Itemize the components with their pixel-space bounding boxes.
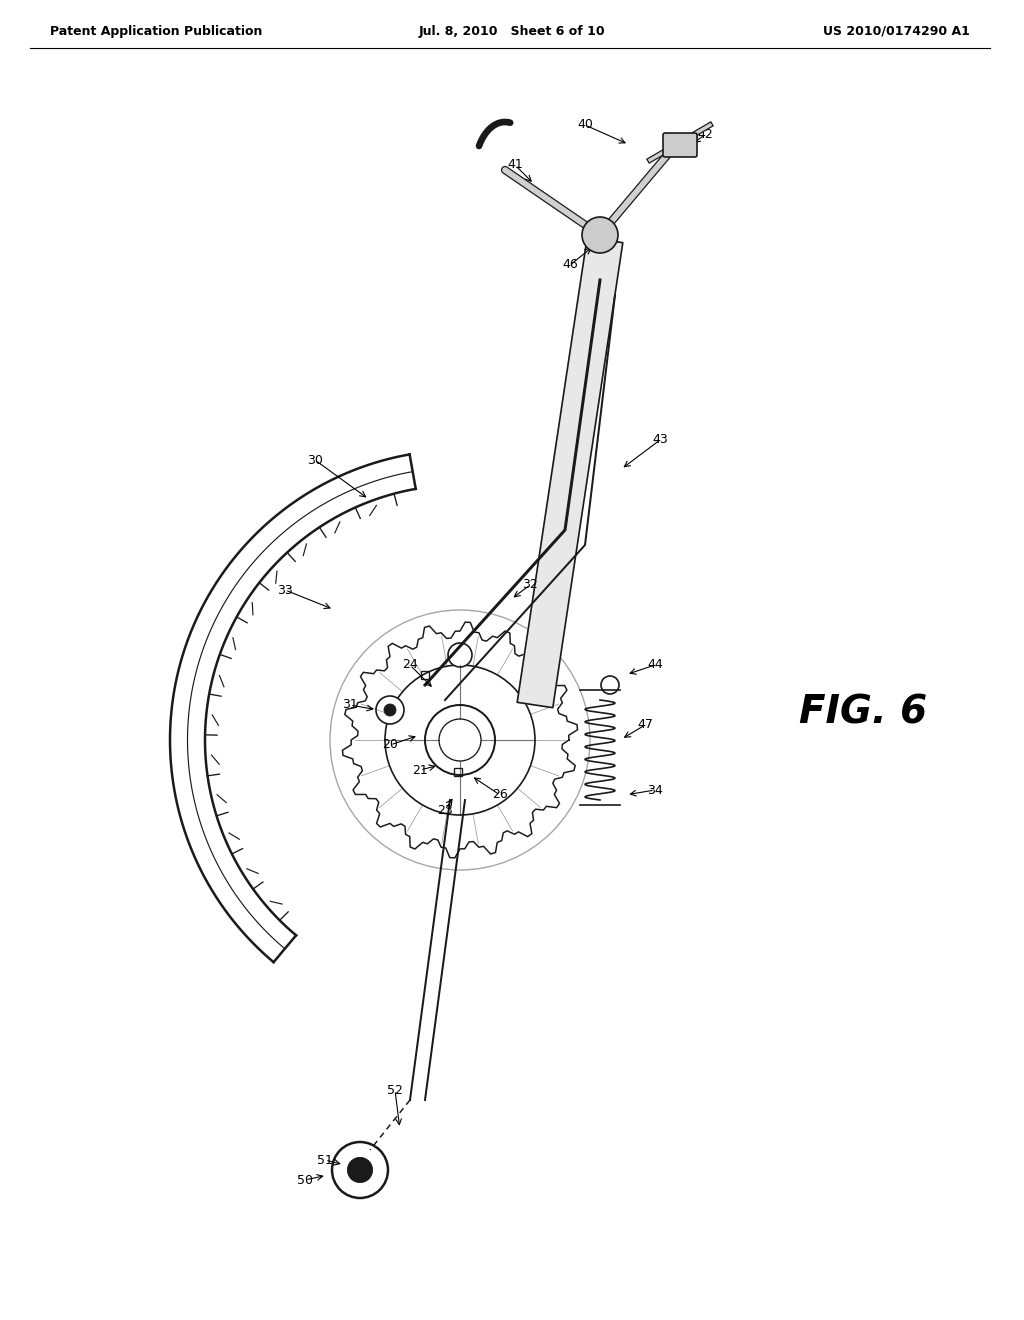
Text: 47: 47: [637, 718, 653, 731]
Text: US 2010/0174290 A1: US 2010/0174290 A1: [823, 25, 970, 38]
Text: Patent Application Publication: Patent Application Publication: [50, 25, 262, 38]
Circle shape: [601, 676, 618, 694]
Text: 43: 43: [652, 433, 668, 446]
Circle shape: [332, 1142, 388, 1199]
Circle shape: [347, 1158, 373, 1183]
Bar: [421, 671, 429, 678]
Text: 50: 50: [297, 1173, 313, 1187]
Text: 34: 34: [647, 784, 663, 796]
Text: 23: 23: [437, 804, 453, 817]
Circle shape: [376, 696, 404, 723]
Circle shape: [582, 216, 618, 253]
Text: 40: 40: [578, 119, 593, 132]
Text: 46: 46: [562, 259, 578, 272]
Text: 21: 21: [412, 763, 428, 776]
Text: 33: 33: [278, 583, 293, 597]
FancyBboxPatch shape: [663, 133, 697, 157]
Text: 31: 31: [342, 698, 357, 711]
Bar: [454, 768, 462, 776]
Text: 30: 30: [307, 454, 323, 466]
Text: 52: 52: [387, 1084, 402, 1097]
Text: 51: 51: [317, 1154, 333, 1167]
Text: 20: 20: [382, 738, 398, 751]
Circle shape: [384, 704, 396, 715]
Circle shape: [447, 643, 472, 667]
Text: Jul. 8, 2010   Sheet 6 of 10: Jul. 8, 2010 Sheet 6 of 10: [419, 25, 605, 38]
Text: 41: 41: [507, 158, 523, 172]
Text: 42: 42: [697, 128, 713, 141]
Polygon shape: [517, 238, 623, 708]
Text: 24: 24: [402, 659, 418, 672]
Text: 26: 26: [493, 788, 508, 801]
Text: FIG. 6: FIG. 6: [799, 694, 927, 731]
Text: 44: 44: [647, 659, 663, 672]
Text: 32: 32: [522, 578, 538, 591]
